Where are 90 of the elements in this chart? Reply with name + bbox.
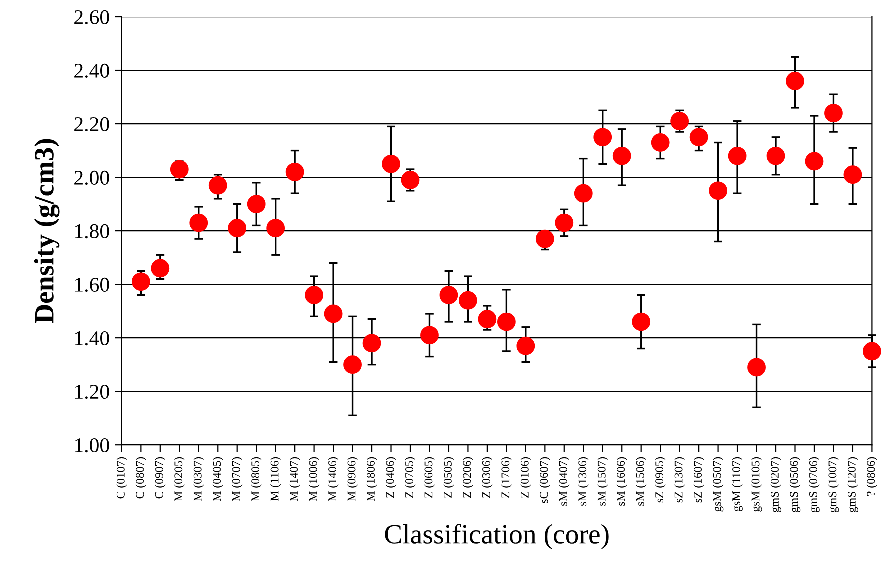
point <box>690 128 708 147</box>
y-tick-label: 2.20 <box>74 117 110 132</box>
x-tick-label: gmS (0706) <box>809 457 820 512</box>
point <box>651 134 670 152</box>
x-tick-label: C (0807) <box>136 457 147 499</box>
y-tick-label: 1.20 <box>76 384 110 400</box>
y-tick-label: 1.80 <box>76 224 110 239</box>
x-tick-label: gmS (1207) <box>848 457 858 512</box>
y-tick-label: 1.40 <box>76 331 110 346</box>
x-tick-label: sM (1606) <box>616 457 628 506</box>
x-tick-label: Z (0306) <box>482 457 493 498</box>
x-tick-label: gsM (0507) <box>712 457 724 512</box>
y-tick-label: 2.60 <box>74 10 110 25</box>
point <box>266 219 286 238</box>
point <box>286 162 304 182</box>
x-tick-label: sM (0407) <box>559 457 570 506</box>
point <box>516 336 536 356</box>
x-axis-title: Classification (core) <box>385 524 609 550</box>
point <box>208 176 228 195</box>
point <box>574 184 593 203</box>
x-tick-label: sZ (1307) <box>674 457 686 503</box>
x-tick-label: M (0707) <box>232 457 243 502</box>
x-tick-label: gsM (1107) <box>732 457 743 512</box>
point <box>151 259 170 278</box>
point <box>190 214 208 232</box>
x-tick-label: M (0205) <box>174 457 185 502</box>
x-tick-label: M (1407) <box>290 457 300 502</box>
point <box>401 171 420 190</box>
x-tick-label: gmS (1007) <box>828 457 840 512</box>
point <box>670 112 690 131</box>
point <box>497 312 516 332</box>
x-tick-label: Z (0406) <box>386 457 397 498</box>
point <box>536 230 554 248</box>
point <box>766 146 786 166</box>
point <box>728 146 747 166</box>
x-tick-label: sM (1306) <box>578 457 589 506</box>
point <box>844 166 862 184</box>
x-tick-label: sZ (0905) <box>655 457 666 503</box>
point <box>594 128 612 147</box>
y-tick-label: 1.00 <box>76 438 110 453</box>
point <box>344 356 362 374</box>
point <box>824 104 843 123</box>
x-tick-label: gmS (0207) <box>770 457 782 512</box>
x-tick-label: Z (0505) <box>444 457 454 498</box>
x-tick-label: ? (0806) <box>866 457 878 496</box>
x-tick-label: Z (0605) <box>424 457 436 498</box>
point <box>228 219 247 238</box>
x-tick-label: M (1406) <box>328 457 339 502</box>
x-tick-label: M (0307) <box>194 457 204 502</box>
x-tick-label: gsM (0105) <box>751 457 762 512</box>
x-tick-label: Z (1706) <box>501 457 512 498</box>
point <box>612 146 632 166</box>
point <box>863 342 882 361</box>
point <box>305 286 324 304</box>
point <box>786 72 804 90</box>
x-tick-label: M (0906) <box>347 457 358 502</box>
x-tick-label: sM (1507) <box>598 457 608 506</box>
x-tick-label: gmS (0506) <box>790 457 801 512</box>
x-tick-label: C (0107) <box>116 457 128 499</box>
y-tick-label: 2.00 <box>74 170 110 186</box>
x-tick-label: M (0405) <box>212 457 224 502</box>
y-tick-label: 1.60 <box>76 278 110 292</box>
point <box>382 154 400 174</box>
x-tick-label: Z (0206) <box>462 457 474 498</box>
point <box>362 334 382 353</box>
x-tick-label: sZ (1607) <box>694 457 704 503</box>
point <box>555 214 574 232</box>
y-tick-label: 2.40 <box>74 64 110 78</box>
point <box>132 272 150 292</box>
point <box>748 358 766 377</box>
y-axis-title: Density (g/cm3) <box>34 139 60 324</box>
point <box>632 312 651 332</box>
x-tick-label: C (0907) <box>155 457 166 499</box>
point <box>805 152 824 171</box>
point <box>247 195 266 214</box>
point <box>478 310 497 329</box>
x-tick-label: Z (0106) <box>520 457 532 498</box>
point <box>440 286 458 304</box>
x-tick-label: M (1106) <box>270 457 282 502</box>
x-tick-label: M (1806) <box>366 457 378 502</box>
x-tick-label: sM (1506) <box>636 457 647 506</box>
point <box>170 160 189 179</box>
point <box>420 326 439 345</box>
point <box>324 304 343 324</box>
x-tick-label: sC (0607) <box>540 457 551 504</box>
x-tick-label: M (0805) <box>251 457 262 502</box>
point <box>709 182 728 200</box>
x-tick-label: M (1006) <box>308 457 320 502</box>
x-tick-label: Z (0705) <box>405 457 416 498</box>
point <box>459 291 478 310</box>
